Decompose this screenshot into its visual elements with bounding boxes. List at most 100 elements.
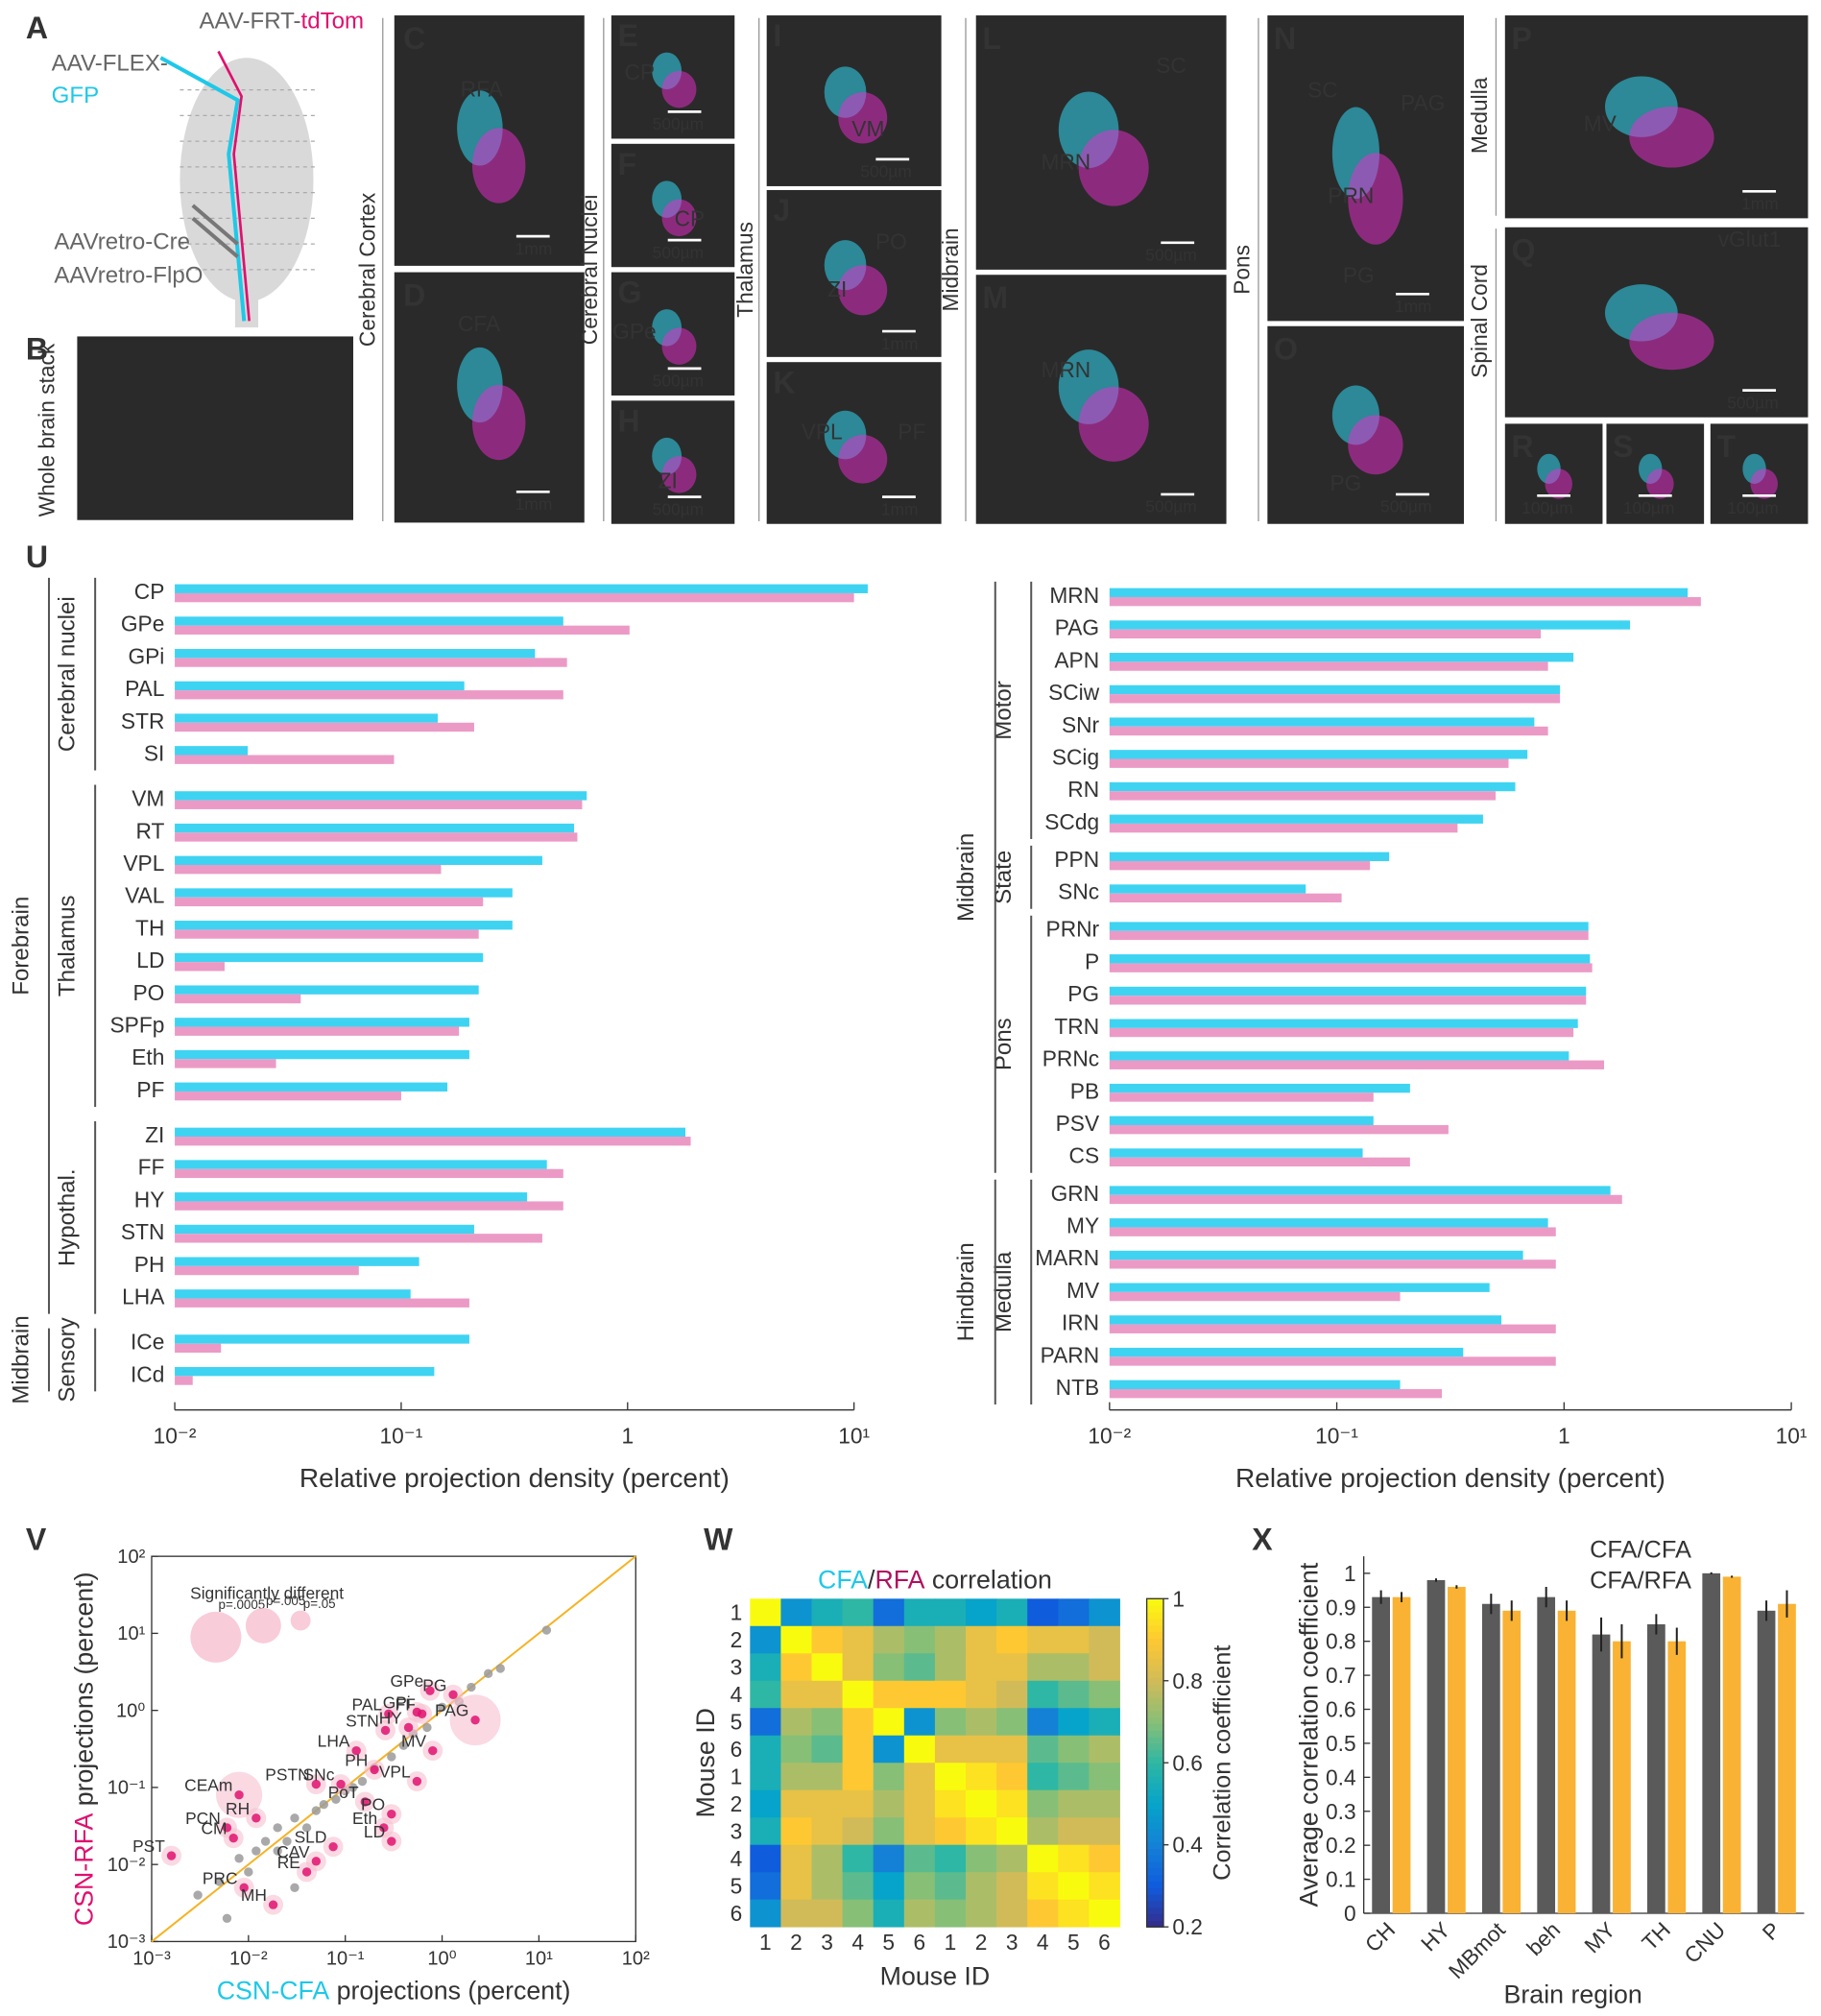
category-label: ICe (131, 1330, 164, 1355)
point (351, 1745, 361, 1756)
x-tick-label: MY (1579, 1917, 1619, 1957)
category-label: PG (1067, 981, 1099, 1006)
colorbar-strip (1146, 1644, 1164, 1652)
bar (1109, 1227, 1556, 1236)
heatmap-cell (750, 1598, 781, 1627)
y-tick-label: 10² (117, 1547, 145, 1568)
group-label: Hypothal. (55, 1168, 81, 1266)
region-label: MRN (1041, 150, 1090, 175)
heatmap-cell (1089, 1872, 1120, 1901)
bar (175, 832, 578, 842)
bar (1557, 1610, 1576, 1913)
x-axis-label: CSN-CFA projections (percent) (217, 1977, 571, 2005)
heatmap-cell (873, 1763, 905, 1791)
bar (1109, 684, 1561, 695)
bar (1109, 1148, 1363, 1158)
y-tick-label: 0.8 (1326, 1629, 1356, 1654)
panel-letter: V (26, 1522, 47, 1556)
heatmap-cell (780, 1680, 812, 1709)
point (282, 1836, 292, 1846)
heatmap-title-part: CFA (818, 1566, 868, 1595)
heatmap-cell (811, 1625, 844, 1654)
region-label: PF (898, 419, 925, 444)
bar (175, 929, 479, 939)
panel-letter: X (1252, 1522, 1273, 1556)
plot-frame (151, 1555, 636, 1943)
colorbar-strip (1146, 1867, 1164, 1876)
point (384, 1709, 394, 1719)
y-tick-label: 0 (1344, 1901, 1356, 1926)
colorbar-strip (1146, 1631, 1164, 1639)
colorbar-strip (1146, 1782, 1164, 1790)
significance-label: p=.05 (303, 1596, 336, 1611)
point (425, 1686, 435, 1695)
colorbar-tick-label: 0.8 (1172, 1668, 1203, 1693)
region-label: vGlut1 (1718, 227, 1782, 252)
bar (1109, 1283, 1490, 1292)
panel-letter: Q (1511, 233, 1535, 268)
x-axis-label-part: CSN-CFA (217, 1977, 330, 2005)
point (448, 1690, 458, 1699)
category-label: PAL (125, 676, 164, 701)
row-label: 5 (731, 1873, 743, 1898)
region-label: VM (851, 116, 884, 141)
heatmap-cell (903, 1735, 936, 1764)
x-tick-label: 10⁻³ (132, 1948, 171, 1969)
point-label: RH (226, 1799, 250, 1818)
category-label: SNr (1062, 712, 1100, 737)
panel-letter: T (1717, 429, 1737, 464)
region-label: CFA (458, 311, 501, 336)
column-label: 6 (1098, 1930, 1111, 1955)
heatmap-cell (966, 1789, 997, 1818)
heatmap-cell (1089, 1817, 1120, 1846)
category-label: PPN (1054, 847, 1099, 872)
colorbar-strip (1146, 1703, 1164, 1712)
heatmap-cell (966, 1598, 997, 1627)
significance-title: Significantly different (190, 1583, 344, 1602)
heatmap-cell (996, 1763, 1028, 1791)
heatmap-cell (966, 1817, 997, 1846)
heatmap-cell (811, 1789, 844, 1818)
point-label: PG (422, 1675, 446, 1694)
heatmap-cell (780, 1708, 812, 1737)
colorbar-strip (1146, 1670, 1164, 1679)
bar (175, 962, 225, 972)
colorbar-strip (1146, 1795, 1164, 1803)
heatmap-cell (811, 1708, 844, 1737)
column-label: 5 (882, 1930, 895, 1955)
y-tick-label: 0.3 (1326, 1799, 1356, 1824)
bar (1109, 1051, 1569, 1061)
point (417, 1709, 427, 1719)
heatmap-cell (873, 1735, 905, 1764)
panel-label-part: AAV-FLEX- (52, 51, 168, 77)
colorbar-strip (1146, 1828, 1164, 1836)
heatmap-cell (842, 1844, 875, 1873)
x-axis-label-part: projections (percent) (329, 1977, 570, 2005)
x-tick-label: 10⁻² (1088, 1423, 1131, 1448)
point (290, 1813, 300, 1823)
heatmap-cell (780, 1844, 812, 1873)
heatmap-cell (873, 1708, 905, 1737)
heatmap-cell (750, 1653, 781, 1682)
colorbar-strip (1146, 1618, 1164, 1626)
x-tick-label: MBmot (1444, 1916, 1511, 1983)
identity-line (151, 1555, 636, 1943)
bar (1109, 1124, 1449, 1135)
bar (1667, 1641, 1687, 1913)
point-label: GPe (390, 1671, 423, 1691)
group-label: Cerebral nuclei (55, 596, 81, 752)
scale-bar-label: 1mm (881, 499, 919, 518)
y-tick-label: 10⁰ (116, 1700, 145, 1721)
region-label: SC (1156, 53, 1186, 78)
bar (1109, 1083, 1410, 1093)
heatmap-cell (903, 1789, 936, 1818)
point-label: PO (361, 1795, 385, 1814)
heatmap-cell (1027, 1680, 1059, 1709)
colorbar-strip (1146, 1854, 1164, 1862)
bar (1592, 1634, 1611, 1913)
scale-bar-label: 1mm (515, 239, 553, 258)
colorbar-strip (1146, 1841, 1164, 1849)
category-label: CS (1069, 1143, 1100, 1168)
category-label: VM (132, 786, 164, 811)
bar (175, 897, 484, 907)
